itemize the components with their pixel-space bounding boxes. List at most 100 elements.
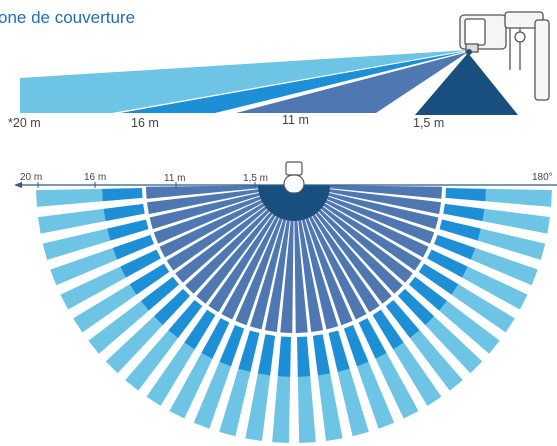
ray-16m (201, 318, 230, 359)
diagram-title: one de couverture (0, 8, 136, 27)
ray-20m (462, 266, 528, 310)
ray-16m (112, 234, 154, 260)
angle-label: 180° (532, 172, 553, 183)
ray-20m (146, 342, 195, 406)
ray-11m (314, 205, 397, 288)
ray-20m (470, 247, 538, 286)
ray-11m (306, 211, 362, 312)
ray-16m (328, 330, 350, 372)
side-zone-16m (120, 51, 468, 113)
ray-20m (193, 361, 232, 429)
ray-20m (297, 376, 316, 443)
ray-11m (321, 194, 427, 240)
ray-20m (50, 247, 118, 286)
ray-11m (282, 214, 294, 325)
ray-16m (140, 276, 180, 311)
motion-sensor-icon (459, 11, 550, 101)
ray-11m (253, 213, 288, 322)
ray-16m (184, 309, 216, 350)
ray-11m (182, 203, 272, 277)
ray-20m (219, 368, 251, 437)
ray-16m (168, 299, 203, 339)
ray-16m (120, 249, 161, 278)
ray-11m (154, 185, 265, 197)
ray-16m (343, 325, 369, 367)
ray-20m (125, 330, 179, 391)
ray-20m (485, 188, 552, 207)
ray-16m (408, 276, 448, 311)
ray-16m (358, 318, 387, 359)
ray-16m (427, 249, 468, 278)
ray-16m (439, 219, 481, 241)
ray-16m (107, 219, 149, 241)
ray-20m (105, 316, 163, 374)
ray-20m (60, 266, 126, 310)
ray-20m (409, 330, 463, 391)
ray-16m (219, 325, 245, 367)
ray-11m (202, 207, 276, 297)
ray-16m (397, 288, 435, 326)
ray-16m (102, 188, 143, 202)
top-label-16m: 16 m (84, 172, 107, 183)
ray-20m (88, 300, 149, 354)
ray-20m (451, 284, 515, 333)
ray-20m (477, 228, 546, 260)
ray-11m (323, 188, 433, 212)
ray-16m (277, 336, 291, 377)
ray-11m (300, 213, 335, 322)
ray-20m (393, 342, 442, 406)
ray-20m (169, 353, 213, 419)
top-label-20m: 20 m (20, 172, 43, 183)
ray-11m (316, 203, 406, 277)
side-label-11m: 11 m (282, 113, 309, 127)
ray-20m (73, 284, 137, 333)
ray-20m (375, 353, 419, 419)
top-label-11m: 11 m (164, 173, 186, 184)
ray-20m (482, 208, 550, 234)
ray-11m (309, 209, 375, 305)
ray-20m (425, 316, 483, 374)
ray-20m (439, 300, 500, 354)
side-zone-11m (236, 52, 468, 113)
ray-16m (257, 334, 276, 376)
side-label-1-5m: 1,5 m (413, 116, 445, 130)
side-label-16m: 16 m (131, 116, 159, 130)
ray-16m (103, 203, 145, 222)
ray-16m (297, 336, 311, 377)
ray-20m (38, 208, 106, 234)
ray-20m (42, 228, 111, 260)
top-label-1-5m: 1,5 m (243, 173, 269, 184)
sensor-top-icon (283, 161, 305, 194)
ray-16m (312, 334, 331, 376)
ray-16m (385, 299, 420, 339)
ray-20m (337, 368, 369, 437)
ray-16m (434, 234, 476, 260)
ray-16m (238, 330, 260, 372)
ray-20m (356, 361, 395, 429)
ray-11m (294, 214, 306, 325)
ray-16m (372, 309, 404, 350)
ray-11m (213, 209, 279, 305)
ray-16m (445, 188, 486, 202)
ray-11m (303, 212, 349, 318)
ray-11m (267, 214, 291, 324)
ray-16m (129, 263, 170, 295)
ray-20m (245, 373, 271, 441)
side-zone-1-5m (415, 53, 518, 115)
ray-16m (443, 203, 485, 222)
ray-11m (174, 200, 270, 266)
axis-arrow (14, 182, 22, 188)
ray-11m (157, 191, 266, 226)
core-1-5m (258, 185, 330, 221)
ray-11m (323, 185, 434, 197)
ray-11m (322, 191, 431, 226)
ray-11m (239, 212, 285, 318)
ray-11m (297, 214, 321, 324)
ray-20m (272, 376, 291, 443)
ray-20m (36, 188, 103, 207)
ray-11m (312, 207, 386, 297)
ray-11m (191, 205, 274, 288)
ray-11m (320, 197, 421, 253)
